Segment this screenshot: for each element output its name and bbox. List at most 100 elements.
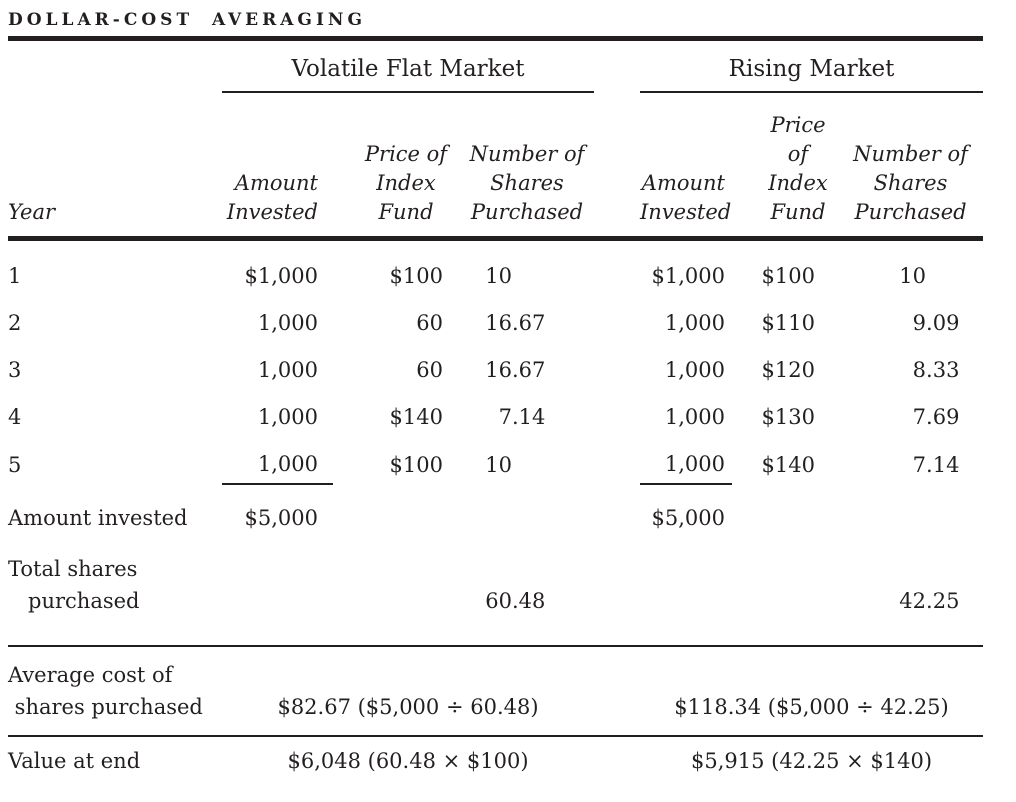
group-header-rising-market: Rising Market	[640, 41, 984, 93]
spacer-cell	[594, 300, 640, 347]
rm-shares-cell: 7.69	[838, 394, 983, 441]
col-header-vfm-amount-invested: Amount Invested	[222, 92, 333, 241]
title-rule	[8, 36, 983, 41]
summary-row-amount-invested: Amount invested $5,000 $5,000	[8, 484, 983, 533]
vfm-value-at-end-cell: $6,048 (60.48 × $100)	[222, 735, 594, 802]
shares-frac: .69	[926, 405, 960, 429]
shares-frac: .25	[926, 589, 960, 613]
spacer-cell	[594, 41, 640, 92]
vfm-total-amount-cell: $5,000	[244, 506, 318, 530]
vfm-shares-cell: 7.14	[460, 394, 594, 441]
spacer-cell	[594, 394, 640, 441]
col-header-rm-price-of-index-fund: Price of Index Fund	[732, 92, 838, 241]
year-cell: 1	[8, 264, 22, 288]
rm-average-cost-cell: $118.34 ($5,000 ÷ 42.25)	[640, 645, 984, 736]
shares-frac: .48	[512, 589, 546, 613]
shares-int: 8	[912, 358, 927, 382]
vfm-shares-cell: 10	[460, 239, 594, 301]
empty-cell	[8, 41, 222, 92]
vfm-price-cell: $100	[389, 452, 443, 477]
year-cell: 4	[8, 405, 22, 429]
shares-int: 16	[485, 358, 512, 382]
table-row-year-3: 3 1,000 60 16.67 1,000 $120 8.33	[8, 347, 983, 394]
table-row-year-5: 5 1,000 $100 10 1,000 $140 7.14	[8, 441, 983, 485]
rm-price-cell: $120	[761, 358, 815, 382]
group-header-row: Volatile Flat Market Rising Market	[8, 41, 984, 93]
vfm-amount-cell: 1,000	[257, 311, 318, 335]
vfm-price-cell: 60	[416, 358, 443, 382]
summary-row-value-at-end: Value at end $6,048 (60.48 × $100) $5,91…	[8, 735, 984, 802]
shares-frac: .67	[512, 311, 546, 335]
rm-shares-cell: 10	[838, 239, 983, 301]
summary-row-total-shares: Total shares purchased 60.48 42.25	[8, 533, 983, 646]
shares-int: 7	[912, 452, 927, 477]
rm-amount-cell: 1,000	[664, 358, 725, 382]
table-row-year-4: 4 1,000 $140 7.14 1,000 $130 7.69	[8, 394, 983, 441]
rm-amount-cell: $1,000	[651, 264, 725, 288]
summary-label: Average cost of shares purchased	[8, 645, 222, 736]
year-cell: 2	[8, 311, 22, 335]
vfm-amount-cell: $1,000	[244, 264, 318, 288]
rm-amount-cell: 1,000	[640, 441, 732, 485]
vfm-amount-cell: 1,000	[257, 405, 318, 429]
shares-frac: .33	[926, 358, 960, 382]
spacer-cell	[594, 533, 640, 646]
col-header-rm-amount-invested: Amount Invested	[640, 92, 732, 241]
shares-int: 9	[912, 311, 927, 335]
col-header-vfm-number-of-shares: Number of Shares Purchased	[460, 92, 594, 241]
empty-cell	[732, 484, 983, 533]
rm-amount-cell: 1,000	[664, 405, 725, 429]
col-header-rm-number-of-shares: Number of Shares Purchased	[838, 92, 984, 241]
spacer-cell	[594, 92, 640, 241]
shares-int: 10	[485, 264, 512, 288]
vfm-price-cell: 60	[416, 311, 443, 335]
shares-int: 10	[485, 452, 512, 477]
empty-cell	[640, 533, 732, 646]
rm-price-cell: $110	[761, 311, 815, 335]
shares-int: 42	[899, 589, 927, 613]
rm-price-cell: $140	[761, 452, 815, 477]
shares-int: 7	[498, 405, 512, 429]
spacer-cell	[594, 347, 640, 394]
vfm-price-cell: $140	[389, 405, 443, 429]
empty-cell	[222, 533, 333, 646]
rm-value-at-end-cell: $5,915 (42.25 × $140)	[640, 735, 984, 802]
vfm-total-shares-cell: 60.48	[460, 533, 594, 646]
summary-row-average-cost: Average cost of shares purchased $82.67 …	[8, 645, 984, 736]
vfm-shares-cell: 16.67	[460, 347, 594, 394]
empty-cell	[333, 484, 594, 533]
rm-price-cell: $100	[761, 264, 815, 288]
spacer-cell	[594, 441, 640, 484]
empty-cell	[333, 533, 460, 646]
table-row-year-2: 2 1,000 60 16.67 1,000 $110 9.09	[8, 300, 983, 347]
group-header-volatile-flat-market: Volatile Flat Market	[222, 41, 594, 93]
vfm-shares-cell: 10	[460, 441, 594, 484]
rm-price-cell: $130	[761, 405, 815, 429]
summary-label: Amount invested	[8, 505, 188, 530]
year-cell: 3	[8, 358, 22, 382]
shares-frac: .09	[926, 311, 960, 335]
shares-int: 7	[912, 405, 927, 429]
year-cell: 5	[8, 452, 22, 477]
table-title: DOLLAR-COST AVERAGING	[8, 10, 366, 30]
spacer-cell	[594, 645, 640, 736]
shares-int: 10	[899, 264, 927, 288]
spacer-cell	[594, 239, 640, 301]
dollar-cost-averaging-table: Volatile Flat Market Rising Market Year …	[8, 41, 984, 802]
col-header-vfm-price-of-index-fund: Price of Index Fund	[333, 92, 460, 241]
column-header-row: Year Amount Invested Price of Index Fund…	[8, 92, 984, 241]
empty-cell	[732, 533, 838, 646]
rm-shares-cell: 7.14	[838, 441, 983, 484]
vfm-amount-cell: 1,000	[222, 441, 333, 485]
spacer-cell	[594, 735, 640, 802]
shares-frac: .67	[512, 358, 546, 382]
shares-frac: .14	[512, 405, 546, 429]
rm-shares-cell: 8.33	[838, 347, 983, 394]
shares-frac: .14	[926, 452, 960, 477]
rm-shares-cell: 9.09	[838, 300, 983, 347]
vfm-shares-cell: 16.67	[460, 300, 594, 347]
col-header-year: Year	[8, 92, 222, 241]
vfm-amount-cell: 1,000	[257, 358, 318, 382]
summary-label: Value at end	[8, 735, 222, 802]
shares-int: 60	[485, 589, 512, 613]
